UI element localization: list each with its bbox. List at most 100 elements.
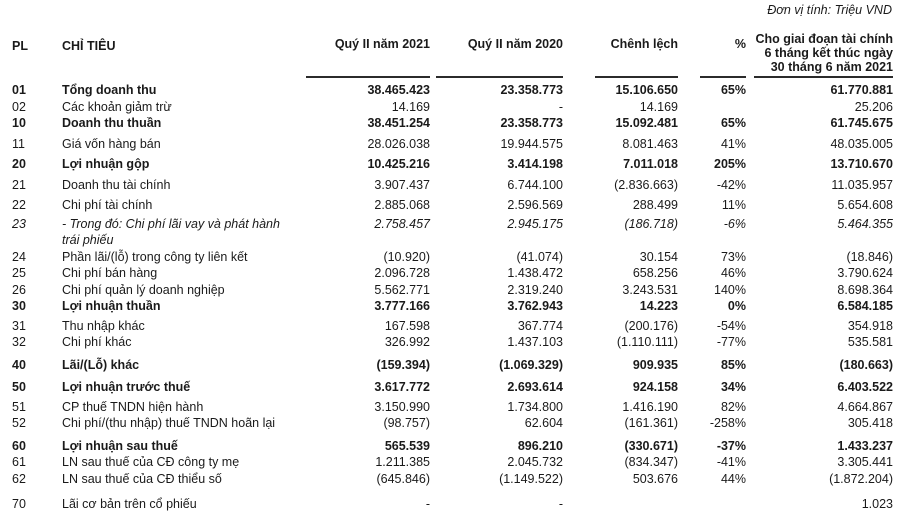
cell-label: Lợi nhuận gộp (62, 157, 150, 171)
cell-h1-2021: 3.790.624 (837, 266, 893, 280)
cell-label: Chi phí tài chính (62, 198, 153, 212)
cell-pct: 85% (720, 357, 746, 372)
cell-q2-2020: (1.069.329) (499, 357, 563, 372)
cell-q2-2020: 6.744.100 (507, 177, 563, 192)
cell-diff: 30.154 (639, 249, 678, 264)
cell-pl-code: 40 (12, 357, 26, 372)
cell-pl-code: 31 (12, 318, 26, 333)
cell-q2-2020: 2.693.614 (507, 380, 563, 394)
cell-q2-2021: 3.150.990 (374, 399, 430, 414)
cell-label: Lãi cơ bản trên cổ phiếu (62, 497, 197, 511)
cell-q2-2020: 367.774 (517, 318, 563, 333)
cell-q2-2020: 23.358.773 (500, 116, 563, 130)
col-header-pl: PL (12, 39, 28, 53)
cell-pct: -41% (716, 455, 746, 469)
cell-diff: 1.416.190 (622, 399, 678, 414)
cell-label: Doanh thu thuần (62, 116, 162, 130)
cell-h1-2021: (18.846) (846, 249, 893, 264)
cell-h1-2021: 354.918 (847, 318, 893, 333)
cell-h1-2021: 13.710.670 (830, 157, 893, 171)
cell-pct: 205% (714, 157, 746, 171)
cell-pct: -37% (716, 438, 746, 453)
cell-label: Doanh thu tài chính (62, 177, 171, 192)
cell-pl-code: 50 (12, 380, 26, 394)
cell-q2-2020: 2.045.732 (507, 455, 563, 469)
cell-pct: -258% (709, 416, 746, 430)
unit-note: Đơn vị tính: Triệu VND (767, 3, 892, 17)
cell-q2-2021: 1.211.385 (375, 455, 430, 469)
cell-pct: -6% (723, 216, 746, 231)
cell-label: Giá vốn hàng bán (62, 136, 161, 151)
col-header-pct: % (678, 2, 746, 78)
cell-q2-2021: 10.425.216 (367, 157, 430, 171)
cell-h1-2021: 305.418 (847, 416, 893, 430)
cell-q2-2021: 38.451.254 (367, 116, 430, 130)
cell-q2-2020: 1.437.103 (507, 335, 563, 349)
cell-q2-2021: 2.758.457 (374, 216, 430, 231)
cell-label: Tổng doanh thu (62, 83, 157, 97)
cell-diff: (1.110.111) (616, 335, 678, 349)
cell-q2-2021: 2.096.728 (374, 266, 430, 280)
cell-label: Chi phí bán hàng (62, 266, 158, 280)
cell-pct: 46% (720, 266, 746, 280)
cell-q2-2021: 3.907.437 (374, 177, 430, 192)
cell-q2-2020: 896.210 (517, 438, 563, 453)
cell-pl-code: 32 (12, 335, 26, 349)
cell-q2-2020: 19.944.575 (500, 136, 563, 151)
cell-pl-code: 51 (12, 399, 26, 414)
cell-label: Chi phí quản lý doanh nghiệp (62, 282, 225, 297)
cell-h1-2021: 4.664.867 (837, 399, 893, 414)
table-row: 62 LN sau thuế của CĐ thiểu số (645.846)… (0, 471, 893, 488)
cell-pct: -77% (716, 335, 746, 349)
cell-label: Lợi nhuận thuần (62, 299, 161, 313)
cell-diff: 7.011.018 (623, 157, 678, 171)
table-row: 02 Các khoản giảm trừ 14.169 - 14.169 25… (0, 99, 893, 116)
cell-q2-2020: 2.945.175 (507, 216, 563, 231)
table-row: 61 LN sau thuế của CĐ công ty mẹ 1.211.3… (0, 454, 893, 471)
cell-label: Lợi nhuận sau thuế (62, 438, 178, 453)
table-row: 24 Phần lãi/(lỗ) trong công ty liên kết … (0, 249, 893, 266)
cell-pct: 140% (714, 282, 746, 297)
cell-q2-2020: 62.604 (524, 416, 563, 430)
cell-pct: 65% (720, 116, 746, 130)
cell-pl-code: 60 (12, 438, 26, 453)
cell-diff: (2.836.663) (614, 177, 678, 192)
cell-q2-2020: - (558, 497, 563, 511)
cell-diff: 8.081.463 (622, 136, 678, 151)
cell-q2-2021: 5.562.771 (374, 282, 430, 297)
cell-h1-2021: 61.770.881 (830, 83, 893, 97)
cell-q2-2021: 28.026.038 (367, 136, 430, 151)
table-body: 01 Tổng doanh thu 38.465.423 23.358.773 … (0, 78, 893, 513)
cell-label: - Trong đó: Chi phí lãi vay và phát hành… (62, 216, 280, 248)
cell-q2-2021: 38.465.423 (367, 83, 430, 97)
cell-h1-2021: (1.872.204) (829, 471, 893, 486)
cell-q2-2020: (41.074) (516, 249, 563, 264)
cell-diff: 15.106.650 (615, 83, 678, 97)
table-row: 25 Chi phí bán hàng 2.096.728 1.438.472 … (0, 265, 893, 282)
cell-h1-2021: 11.035.957 (831, 177, 893, 192)
cell-h1-2021: 8.698.364 (837, 282, 893, 297)
cell-q2-2021: 3.617.772 (374, 380, 430, 394)
cell-label: Chi phí khác (62, 335, 132, 349)
cell-pl-code: 26 (12, 282, 26, 297)
cell-pct: 34% (720, 380, 746, 394)
cell-q2-2020: (1.149.522) (499, 471, 563, 486)
cell-pct: -42% (716, 177, 746, 192)
table-row: 50 Lợi nhuận trước thuế 3.617.772 2.693.… (0, 373, 893, 396)
cell-pl-code: 52 (12, 416, 26, 430)
cell-pl-code: 30 (12, 299, 26, 313)
cell-q2-2021: - (425, 497, 430, 511)
table-row: 31 Thu nhập khác 167.598 367.774 (200.17… (0, 315, 893, 335)
cell-label: Lợi nhuận trước thuế (62, 380, 191, 394)
cell-h1-2021: 48.035.005 (830, 136, 893, 151)
cell-h1-2021: 1.433.237 (837, 438, 893, 453)
col-header-chenh-lech: Chênh lệch (563, 2, 678, 78)
cell-h1-2021: 3.305.441 (837, 455, 893, 469)
cell-diff: 14.223 (639, 299, 678, 313)
cell-q2-2020: 2.319.240 (507, 282, 563, 297)
cell-q2-2020: 1.438.472 (507, 266, 563, 280)
cell-q2-2020: - (558, 99, 563, 114)
cell-q2-2020: 3.762.943 (507, 299, 563, 313)
cell-pct: -54% (716, 318, 746, 333)
